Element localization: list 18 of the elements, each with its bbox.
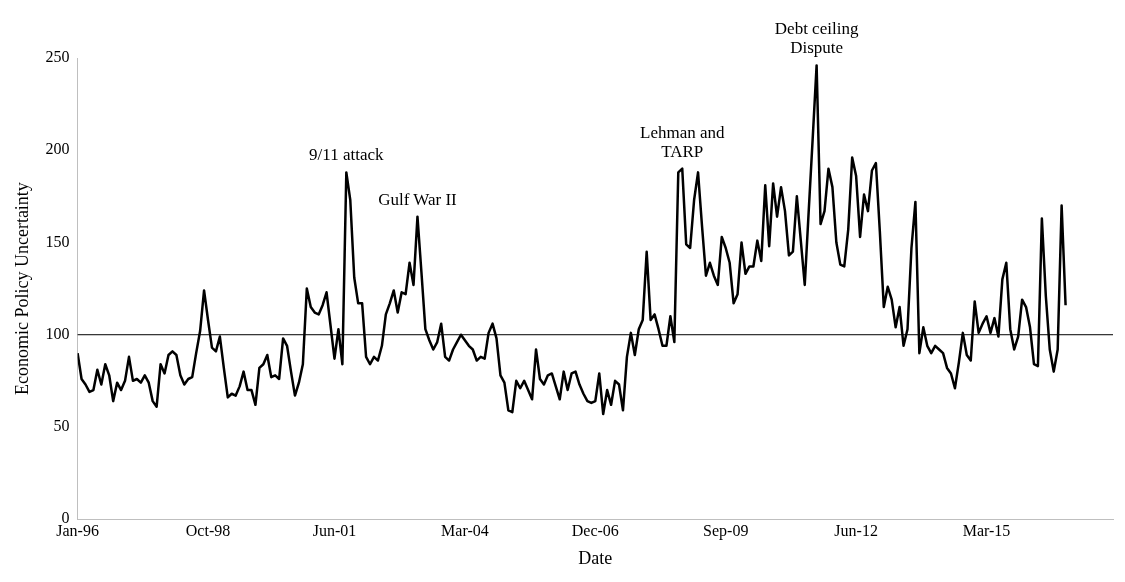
y-tick-label: 50 [53, 417, 70, 435]
x-tick-label: Oct-98 [185, 522, 231, 539]
y-tick-label: 250 [45, 48, 70, 66]
x-axis-title: Date [578, 547, 613, 568]
x-tick-label: Dec-06 [571, 522, 619, 539]
x-tick-label: Mar-15 [962, 522, 1011, 539]
annotation: Debt ceiling Dispute [774, 19, 859, 58]
y-tick-label: 150 [45, 232, 70, 250]
annotation: Lehman and TARP [639, 122, 725, 161]
annotation: 9/11 attack [309, 145, 385, 165]
x-tick-label: Jun-12 [834, 522, 878, 539]
x-tick-label: Jun-01 [312, 522, 357, 539]
annotation: Gulf War II [378, 189, 458, 209]
y-tick-label: 100 [45, 324, 70, 342]
x-tick-label: Mar-04 [441, 522, 489, 539]
y-axis-title: Economic Policy Uncertainty [11, 182, 32, 396]
y-tick-label: 200 [45, 140, 70, 158]
x-tick-label: Sep-09 [703, 522, 749, 540]
